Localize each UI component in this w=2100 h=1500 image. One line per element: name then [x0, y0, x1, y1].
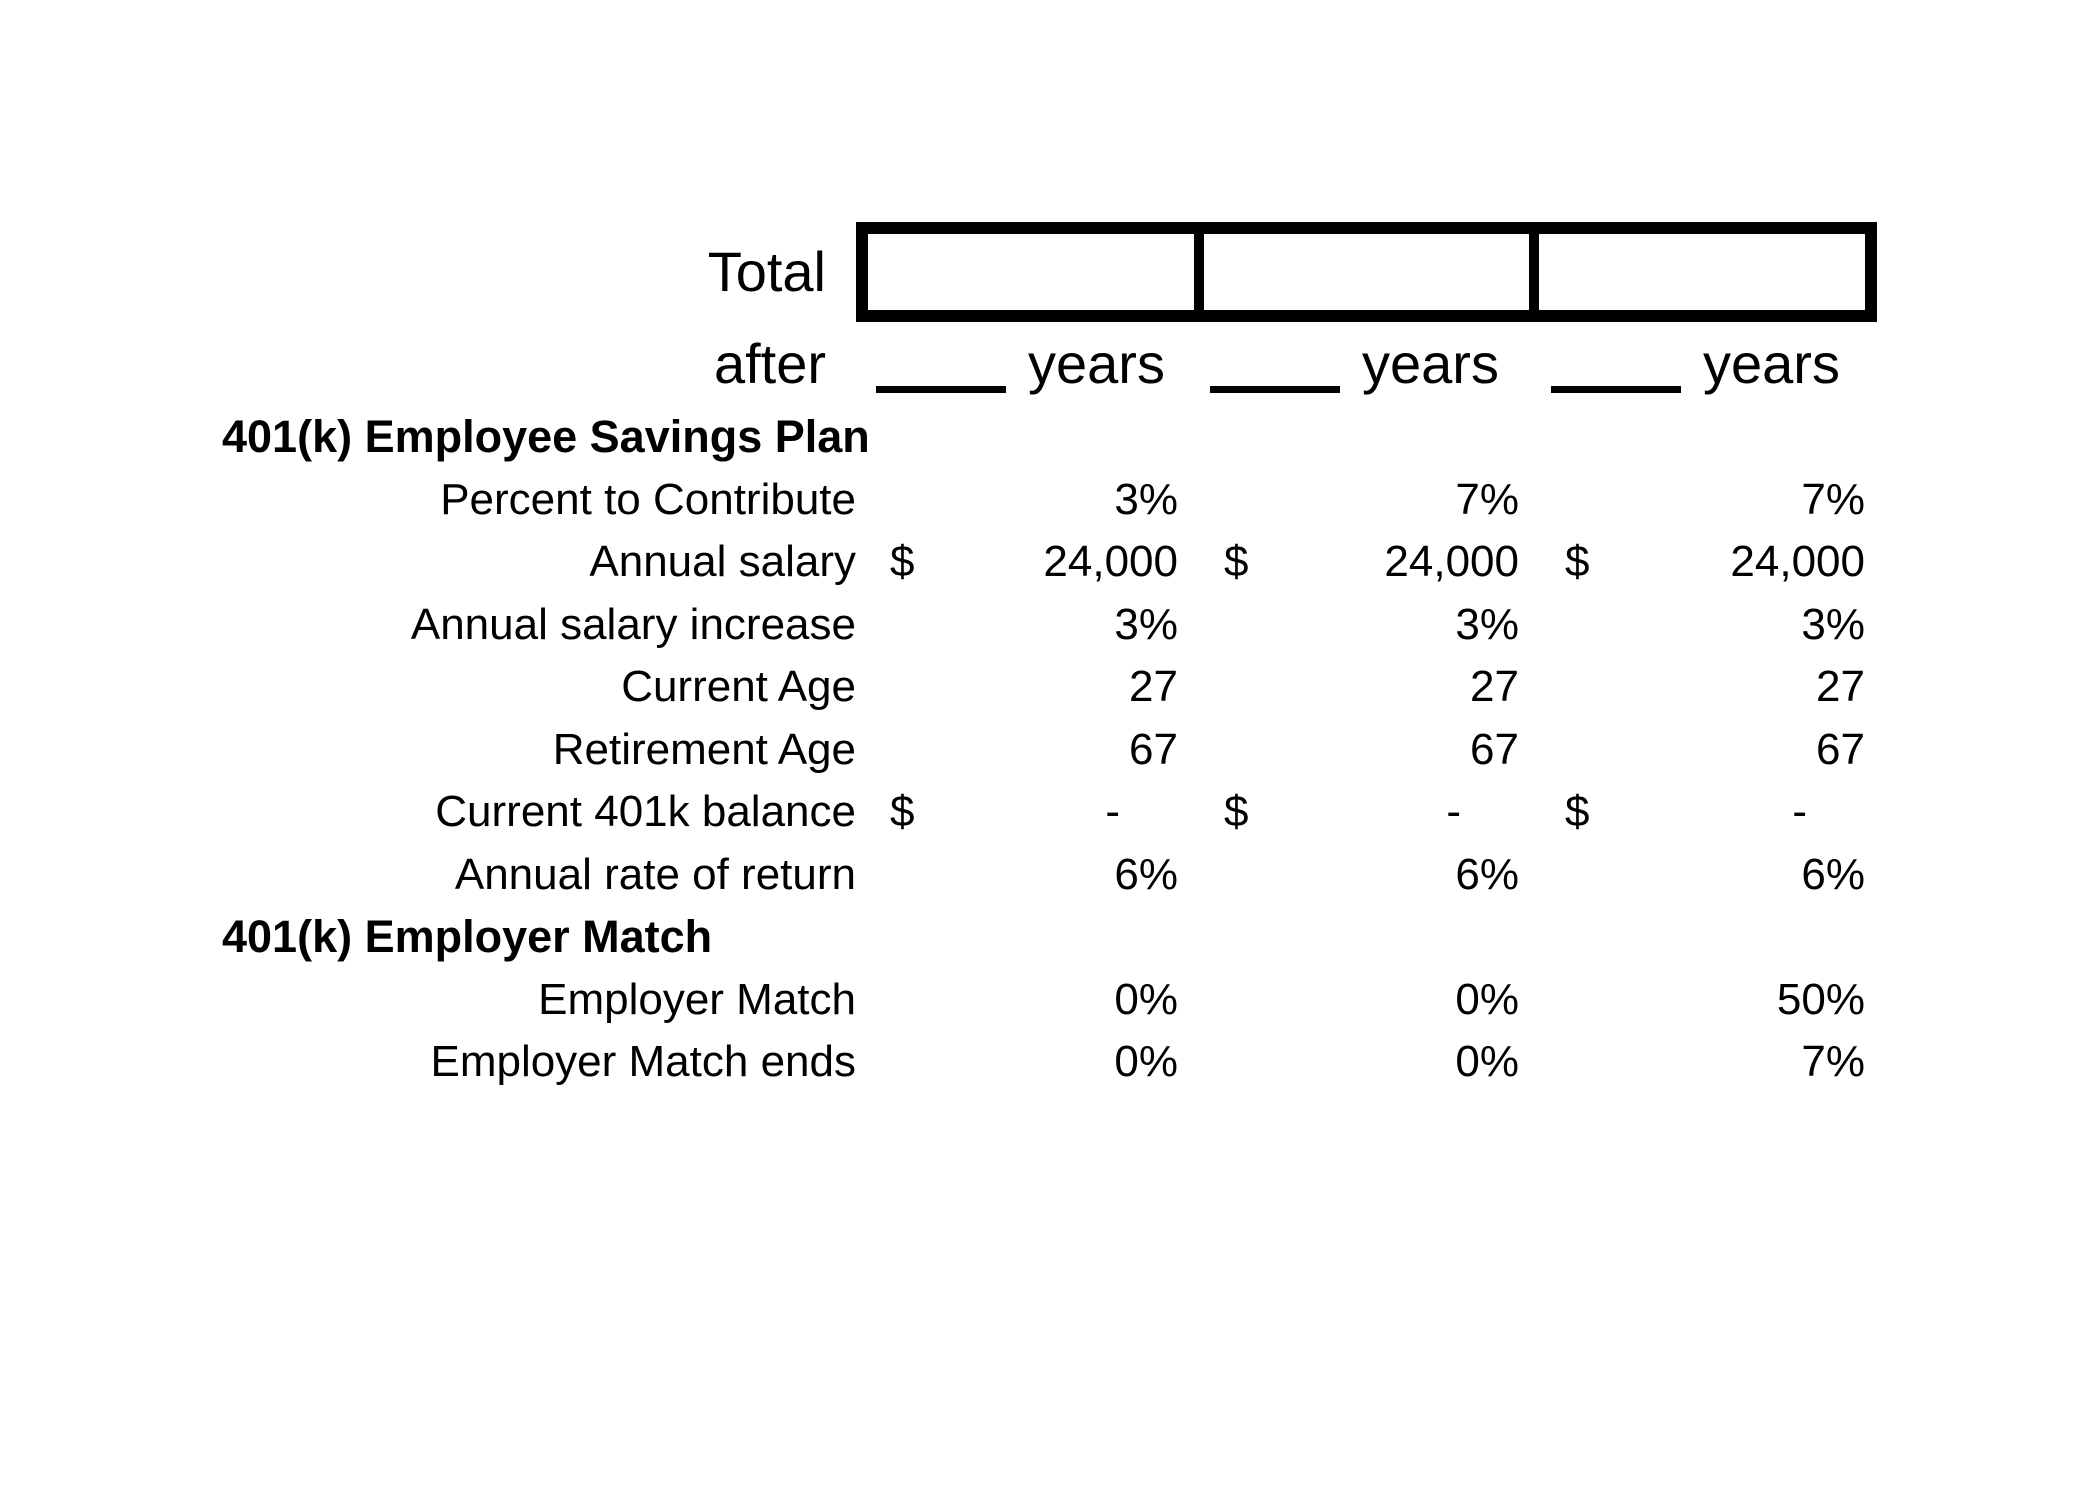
years-label: years — [1028, 332, 1165, 395]
value-cell: 50% — [1776, 974, 1865, 1024]
value-cell: 3% — [1801, 599, 1865, 649]
value-cell: 3% — [1114, 599, 1178, 649]
table-row-annual-salary-increase: Annual salary increase 3% 3% 3% — [0, 594, 1877, 657]
years-group-2: years — [1190, 332, 1531, 394]
row-label: Annual rate of return — [454, 849, 856, 899]
value-cell: 3% — [1455, 599, 1519, 649]
row-label: Percent to Contribute — [440, 474, 856, 524]
value-cell: 27 — [1129, 662, 1178, 712]
total-label: Total — [707, 240, 826, 303]
value-cell: 3% — [1114, 474, 1178, 524]
table-row-employer-match: Employer Match 0% 0% 50% — [0, 969, 1877, 1032]
table-row-retirement-age: Retirement Age 67 67 67 — [0, 719, 1877, 782]
total-input-box-1[interactable] — [868, 234, 1194, 310]
dollar-sign: $ — [1224, 537, 1249, 587]
value-cell: 6% — [1455, 849, 1519, 899]
value-cell: 6% — [1801, 849, 1865, 899]
dollar-sign: $ — [890, 787, 915, 837]
after-label: after — [713, 332, 826, 395]
value-cell: 24,000 — [1730, 537, 1865, 587]
years-blank-2[interactable] — [1210, 342, 1340, 393]
data-table: 401(k) Employee Savings Plan Percent to … — [0, 406, 1877, 1094]
dollar-sign: $ — [1565, 537, 1590, 587]
dollar-sign: $ — [890, 537, 915, 587]
value-cell: 67 — [1816, 724, 1865, 774]
dollar-sign: $ — [1224, 787, 1249, 837]
row-label: Employer Match — [538, 974, 856, 1024]
total-input-box-2[interactable] — [1193, 234, 1530, 310]
table-row-annual-rate-of-return: Annual rate of return 6% 6% 6% — [0, 844, 1877, 907]
years-label: years — [1703, 332, 1840, 395]
value-cell: 0% — [1114, 974, 1178, 1024]
years-group-1: years — [856, 332, 1190, 394]
row-label: Retirement Age — [552, 724, 856, 774]
value-cell: - — [1105, 787, 1120, 837]
totals-box — [856, 222, 1877, 322]
table-row-percent-to-contribute: Percent to Contribute 3% 7% 7% — [0, 469, 1877, 532]
section-title-employee-savings: 401(k) Employee Savings Plan — [222, 411, 870, 463]
value-cell: 0% — [1455, 1037, 1519, 1087]
table-row-annual-salary: Annual salary $ 24,000 $ 24,000 $ 24,000 — [0, 531, 1877, 594]
row-label: Annual salary — [589, 537, 856, 587]
value-cell: 24,000 — [1384, 537, 1519, 587]
value-cell: 7% — [1455, 474, 1519, 524]
total-input-box-3[interactable] — [1529, 234, 1866, 310]
years-blank-3[interactable] — [1551, 342, 1681, 393]
row-label: Annual salary increase — [410, 599, 856, 649]
row-label: Current 401k balance — [435, 787, 856, 837]
row-label: Current Age — [621, 662, 856, 712]
value-cell: 27 — [1816, 662, 1865, 712]
value-cell: 7% — [1801, 1037, 1865, 1087]
dollar-sign: $ — [1565, 787, 1590, 837]
years-label: years — [1362, 332, 1499, 395]
years-blank-1[interactable] — [876, 342, 1006, 393]
value-cell: 27 — [1470, 662, 1519, 712]
row-label: Employer Match ends — [430, 1037, 856, 1087]
value-cell: 0% — [1455, 974, 1519, 1024]
value-cell: 24,000 — [1043, 537, 1178, 587]
value-cell: 67 — [1470, 724, 1519, 774]
value-cell: - — [1792, 787, 1807, 837]
value-cell: 67 — [1129, 724, 1178, 774]
value-cell: 6% — [1114, 849, 1178, 899]
value-cell: 7% — [1801, 474, 1865, 524]
after-years-row: after years years years — [0, 332, 1877, 394]
table-row-employer-match-ends: Employer Match ends 0% 0% 7% — [0, 1031, 1877, 1094]
years-group-3: years — [1531, 332, 1877, 394]
section-title-employer-match: 401(k) Employer Match — [222, 911, 713, 963]
table-row-current-age: Current Age 27 27 27 — [0, 656, 1877, 719]
value-cell: - — [1446, 787, 1461, 837]
value-cell: 0% — [1114, 1037, 1178, 1087]
table-row-current-401k-balance: Current 401k balance $ - $ - $ - — [0, 781, 1877, 844]
